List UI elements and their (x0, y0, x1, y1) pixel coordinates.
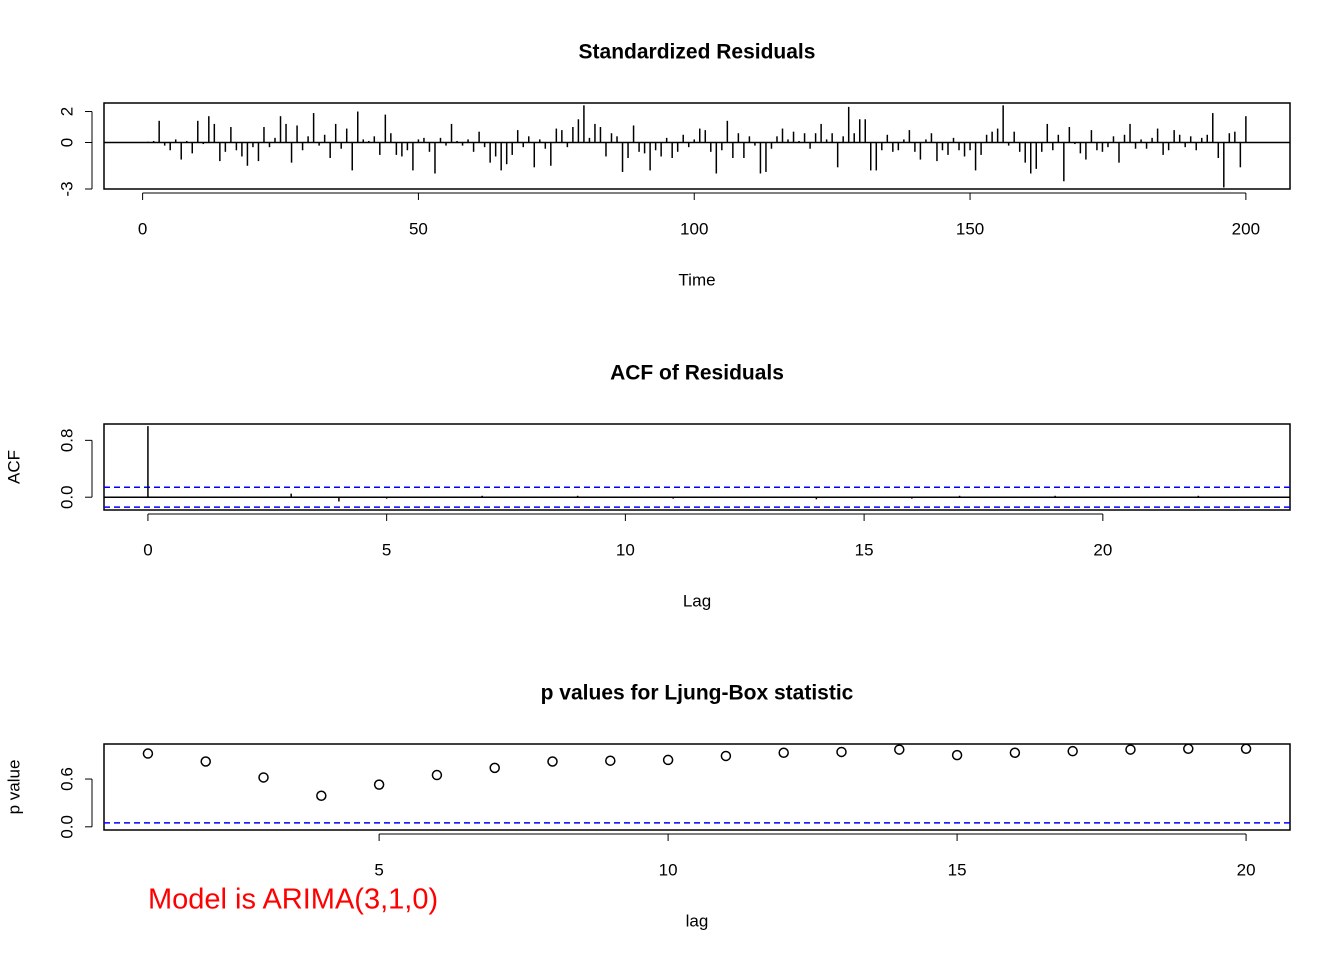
point (1125, 744, 1136, 755)
x-tick-label: 50 (409, 219, 428, 238)
x-tick-label: 10 (616, 540, 635, 559)
point (431, 769, 443, 781)
y-axis-label: ACF (4, 450, 23, 484)
point (662, 754, 674, 766)
x-tick-label: 5 (374, 860, 383, 879)
plot-frame (103, 743, 1291, 831)
point (1067, 745, 1078, 757)
y-tick-label: 0.0 (57, 815, 76, 839)
plot-frame (103, 102, 1291, 190)
point (720, 750, 732, 762)
point (1009, 747, 1021, 759)
point (373, 779, 385, 790)
chart-title: Standardized Residuals (579, 41, 816, 64)
x-tick-label: 0 (138, 219, 147, 238)
x-axis-label: lag (686, 911, 709, 930)
x-tick-label: 0 (143, 540, 152, 559)
point (836, 746, 847, 758)
y-tick-label: -3 (57, 181, 76, 196)
y-tick-label: 0.6 (57, 767, 76, 791)
point (1240, 743, 1252, 755)
chart-title: ACF of Residuals (610, 362, 784, 385)
point (200, 756, 211, 767)
x-tick-label: 10 (659, 860, 678, 879)
x-tick-label: 20 (1237, 860, 1256, 879)
x-tick-label: 150 (956, 219, 984, 238)
x-axis-label: Time (678, 270, 715, 289)
point (489, 762, 500, 774)
point (1183, 743, 1194, 755)
x-tick-label: 20 (1093, 540, 1112, 559)
x-axis-label: Lag (683, 591, 711, 610)
point (258, 772, 269, 783)
x-tick-label: 5 (382, 540, 391, 559)
y-tick-label: 0.8 (57, 429, 76, 453)
point (316, 790, 327, 802)
point (778, 747, 789, 759)
point (547, 756, 558, 767)
x-tick-label: 100 (680, 219, 708, 238)
x-tick-label: 15 (948, 860, 967, 879)
y-tick-label: 0.0 (57, 485, 76, 509)
model-annotation: Model is ARIMA(3,1,0) (148, 884, 438, 916)
y-tick-label: 2 (57, 107, 76, 116)
y-tick-label: 0 (57, 138, 76, 147)
point (951, 749, 963, 761)
point (142, 748, 154, 759)
point (894, 744, 905, 755)
point (605, 755, 616, 766)
y-axis-label: p value (4, 760, 23, 815)
x-tick-label: 200 (1232, 219, 1260, 238)
plot-frame (103, 423, 1291, 511)
chart-title: p values for Ljung-Box statistic (541, 682, 854, 705)
x-tick-label: 15 (855, 540, 874, 559)
